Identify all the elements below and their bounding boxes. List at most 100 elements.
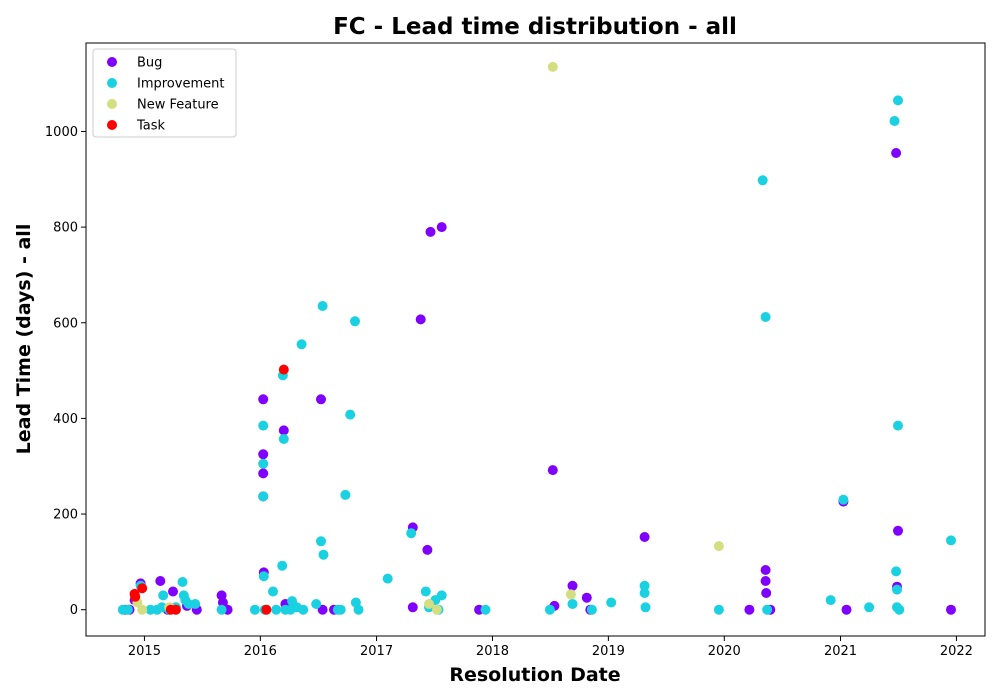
legend-label-new-feature: New Feature bbox=[137, 98, 219, 113]
point-improvement bbox=[216, 604, 227, 615]
point-improvement bbox=[317, 301, 328, 311]
x-axis-label: Resolution Date bbox=[449, 664, 620, 686]
x-tick-label: 2019 bbox=[592, 644, 625, 659]
point-bug bbox=[317, 604, 328, 615]
point-bug bbox=[258, 468, 269, 479]
point-bug bbox=[168, 586, 178, 597]
point-bug bbox=[841, 604, 852, 615]
point-improvement bbox=[640, 602, 651, 613]
point-improvement bbox=[639, 588, 650, 598]
point-improvement bbox=[893, 95, 903, 106]
point-improvement bbox=[762, 604, 773, 615]
point-improvement bbox=[311, 599, 322, 609]
point-improvement bbox=[177, 577, 188, 587]
point-bug bbox=[581, 592, 592, 603]
point-improvement bbox=[760, 312, 771, 322]
point-bug bbox=[567, 580, 578, 591]
point-task bbox=[137, 583, 148, 594]
point-improvement bbox=[825, 595, 836, 606]
point-new-feature bbox=[713, 541, 724, 552]
legend-box bbox=[92, 48, 237, 138]
point-new-feature bbox=[565, 589, 576, 600]
plot-frame bbox=[85, 42, 986, 637]
point-bug bbox=[258, 449, 269, 460]
point-improvement bbox=[420, 586, 431, 597]
x-tick-label: 2018 bbox=[476, 644, 509, 659]
point-improvement bbox=[340, 489, 351, 500]
x-tick-label: 2021 bbox=[824, 644, 857, 659]
point-bug bbox=[761, 588, 772, 598]
point-improvement bbox=[838, 494, 849, 505]
point-new-feature bbox=[431, 604, 442, 615]
point-improvement bbox=[278, 434, 289, 444]
point-improvement bbox=[350, 316, 360, 327]
legend-label-improvement: Improvement bbox=[137, 77, 224, 92]
y-tick-label: 1000 bbox=[45, 125, 78, 140]
point-bug bbox=[760, 565, 771, 575]
point-bug bbox=[407, 602, 418, 613]
point-improvement bbox=[713, 604, 724, 615]
point-improvement bbox=[249, 604, 260, 615]
point-bug bbox=[316, 394, 326, 405]
point-task bbox=[170, 604, 181, 615]
point-bug bbox=[155, 576, 166, 586]
point-bug bbox=[946, 604, 956, 615]
point-improvement bbox=[258, 458, 269, 469]
point-bug bbox=[891, 148, 902, 158]
x-tick-label: 2017 bbox=[360, 644, 393, 659]
point-task bbox=[261, 604, 272, 615]
point-bug bbox=[436, 222, 447, 233]
point-bug bbox=[425, 226, 436, 237]
y-axis: 0 200 400 600 800 1000 bbox=[45, 125, 86, 618]
x-tick-label: 2022 bbox=[940, 644, 973, 659]
point-improvement bbox=[190, 599, 201, 609]
point-bug bbox=[547, 465, 558, 476]
point-new-feature bbox=[137, 604, 148, 615]
legend-marker-bug bbox=[107, 57, 117, 67]
legend-label-task: Task bbox=[136, 119, 166, 134]
point-improvement bbox=[892, 584, 902, 595]
x-tick-label: 2020 bbox=[708, 644, 741, 659]
legend: Bug Improvement New Feature Task bbox=[92, 48, 237, 138]
point-improvement bbox=[271, 604, 282, 615]
y-tick-label: 800 bbox=[53, 221, 78, 236]
point-improvement bbox=[122, 604, 133, 615]
point-improvement bbox=[436, 590, 447, 601]
point-improvement bbox=[606, 597, 617, 608]
point-bug bbox=[415, 314, 426, 325]
point-task bbox=[278, 364, 289, 375]
point-bug bbox=[760, 576, 771, 586]
point-improvement bbox=[406, 528, 417, 539]
point-improvement bbox=[318, 549, 329, 560]
point-improvement bbox=[567, 599, 578, 609]
point-improvement bbox=[894, 604, 905, 615]
point-improvement bbox=[382, 573, 393, 584]
point-improvement bbox=[864, 602, 875, 613]
x-axis: 2015 2016 2017 2018 2019 2020 2021 2022 bbox=[128, 636, 973, 659]
point-improvement bbox=[316, 536, 326, 547]
legend-marker-improvement bbox=[107, 78, 117, 88]
point-improvement bbox=[893, 420, 903, 431]
point-new-feature bbox=[547, 61, 558, 72]
point-improvement bbox=[586, 604, 597, 615]
point-improvement bbox=[258, 491, 269, 502]
point-improvement bbox=[946, 535, 956, 546]
point-improvement bbox=[889, 116, 900, 126]
point-improvement bbox=[353, 604, 364, 615]
legend-marker-task bbox=[107, 120, 117, 130]
point-bug bbox=[744, 604, 755, 615]
point-bug bbox=[258, 394, 269, 405]
x-tick-label: 2015 bbox=[128, 644, 161, 659]
y-tick-label: 400 bbox=[53, 412, 78, 427]
point-improvement bbox=[298, 604, 309, 615]
point-improvement bbox=[891, 566, 902, 577]
point-improvement bbox=[296, 339, 307, 350]
point-improvement bbox=[345, 409, 356, 420]
legend-marker-new-feature bbox=[107, 99, 117, 109]
y-tick-label: 600 bbox=[53, 316, 78, 331]
point-improvement bbox=[158, 590, 169, 601]
points-layer bbox=[117, 61, 956, 615]
chart-title: FC - Lead time distribution - all bbox=[333, 14, 737, 40]
point-new-feature bbox=[424, 599, 434, 609]
